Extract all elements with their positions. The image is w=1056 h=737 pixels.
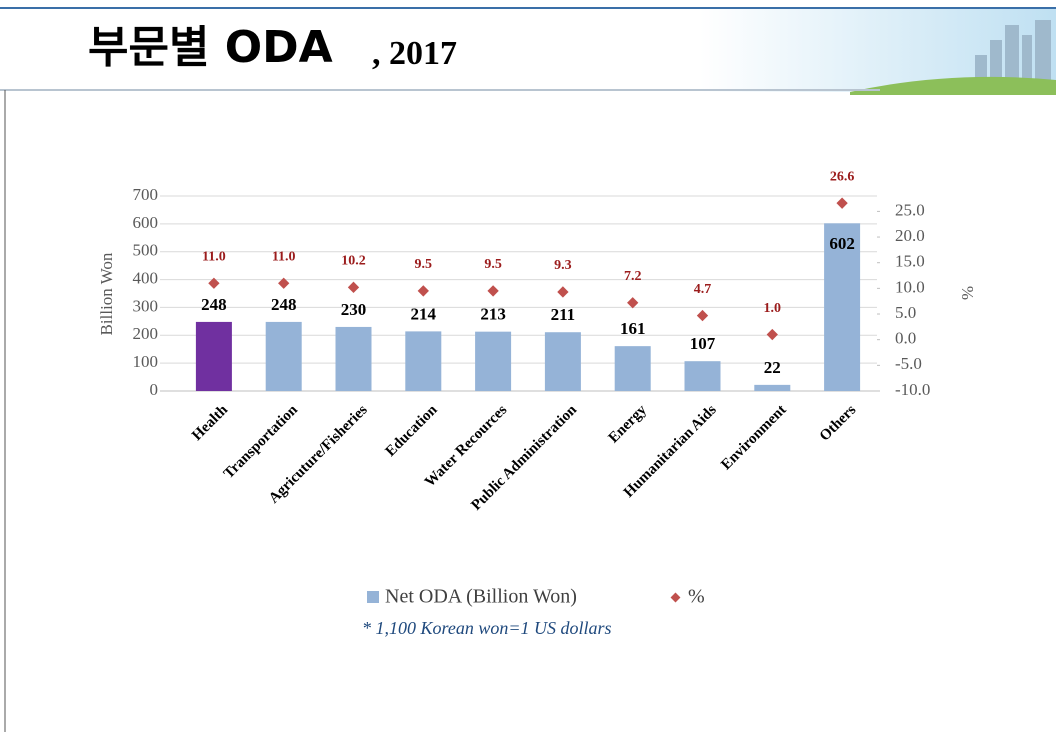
percent-label: 11.0 [202,249,226,264]
x-tick-label: Transportation [221,401,302,482]
legend-swatch [367,591,379,603]
percent-label: 7.2 [624,269,642,284]
y-tick-label: 400 [133,268,159,287]
percent-point [347,281,360,293]
slide-year: , 2017 [372,35,457,72]
percent-point [417,285,429,297]
bar [754,384,791,391]
y-tick-label: 600 [133,213,159,232]
y2-tick-label: -10.0 [895,380,930,399]
y-tick-label: 300 [133,296,159,315]
y2-tick-label: 15.0 [895,252,925,271]
y2-tick-label: 5.0 [895,303,916,322]
y-tick-label: 700 [133,185,159,204]
y-axis-label: Billion Won [97,252,116,335]
grass-decoration [850,76,1056,95]
percent-point [557,286,569,298]
percent-label: 1.0 [764,301,782,316]
percent-point [766,328,778,341]
x-tick-label: Education [383,401,441,459]
percent-point [487,285,499,297]
value-label: 161 [620,319,646,338]
percent-label: 9.5 [415,257,433,272]
bar [475,331,512,391]
y-tick-label: 100 [133,352,159,371]
percent-label: 9.5 [484,257,502,272]
bar [614,346,651,391]
bar [335,326,372,391]
bar [405,331,442,391]
value-label: 213 [480,305,506,324]
legend-label: % [688,586,705,608]
bar [195,321,232,391]
x-tick-label: Others [817,402,860,445]
value-label: 248 [201,295,227,314]
y2-tick-label: -5.0 [895,354,922,373]
x-tick-label: Health [189,401,231,443]
value-label: 248 [271,295,297,314]
value-label: 107 [690,334,716,353]
percent-label: 9.3 [554,258,572,273]
y2-axis-label: % [958,286,977,300]
footnote: * 1,100 Korean won=1 US dollars [362,618,612,638]
percent-point [836,197,848,209]
value-label: 22 [764,358,781,377]
bar [824,223,861,391]
bar [544,332,581,391]
x-tick-label: Environment [718,402,789,473]
percent-point [627,297,639,309]
percent-label: 26.6 [830,169,855,184]
percent-label: 4.7 [694,282,712,297]
x-tick-label: Energy [606,402,651,447]
value-label: 602 [829,234,855,253]
percent-label: 11.0 [272,249,296,264]
bar [684,361,721,391]
legend-label: Net ODA (Billion Won) [385,586,577,608]
bar [265,321,302,391]
value-label: 211 [551,305,576,324]
legend-swatch [670,592,681,603]
y-tick-label: 500 [133,241,159,260]
y2-tick-label: 10.0 [895,277,925,296]
y-tick-label: 0 [150,380,159,399]
percent-point [696,309,709,322]
percent-point [208,277,220,289]
slide-title: 부문별 ODA [88,22,333,73]
value-label: 214 [411,304,437,323]
percent-label: 10.2 [341,254,366,269]
y-tick-label: 200 [133,324,159,343]
y2-tick-label: 0.0 [895,329,916,348]
value-label: 230 [341,300,367,319]
y2-tick-label: 20.0 [895,226,925,245]
percent-point [278,277,290,289]
y2-tick-label: 25.0 [895,200,925,219]
